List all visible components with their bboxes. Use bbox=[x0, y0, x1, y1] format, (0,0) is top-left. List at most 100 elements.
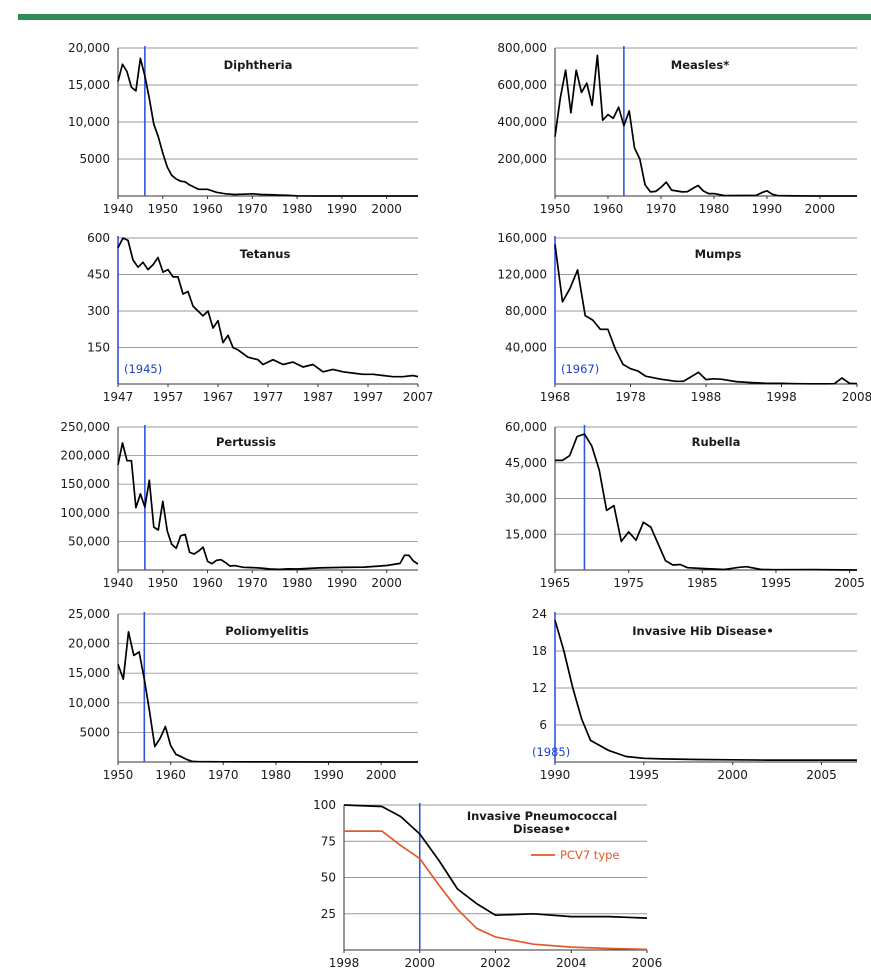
series-line-cases bbox=[554, 619, 857, 761]
x-tick-label: 1998 bbox=[329, 956, 360, 970]
chart-title-line2: Disease• bbox=[513, 822, 571, 836]
chart-measles: 200,000 400,000 600,000 800,000 1950 1960 1970… bbox=[497, 41, 857, 216]
x-tick-label: 1985 bbox=[687, 576, 718, 590]
chart-title: Tetanus bbox=[240, 247, 291, 261]
x-tick-label: 1990 bbox=[327, 576, 358, 590]
x-tick-label: 1957 bbox=[153, 390, 184, 404]
y-tick-label: 150 bbox=[87, 341, 110, 355]
x-tick-label: 2005 bbox=[834, 576, 865, 590]
x-tick-label: 1967 bbox=[203, 390, 234, 404]
chart-title: Mumps bbox=[695, 247, 742, 261]
x-tick-label: 2005 bbox=[806, 768, 837, 782]
y-tick-label: 50 bbox=[321, 871, 336, 885]
y-tick-label: 200,000 bbox=[60, 449, 110, 463]
header-accent-bar bbox=[18, 14, 871, 20]
x-tick-label: 1980 bbox=[699, 202, 730, 216]
x-tick-label: 1940 bbox=[103, 202, 134, 216]
series-line-cases bbox=[343, 804, 648, 919]
chart-title: Poliomyelitis bbox=[225, 624, 309, 638]
x-tick-label: 1988 bbox=[691, 390, 722, 404]
chart-title: Rubella bbox=[692, 435, 741, 449]
x-tick-label: 2007 bbox=[403, 390, 434, 404]
y-tick-label: 600 bbox=[87, 231, 110, 245]
x-tick-label: 1990 bbox=[540, 768, 571, 782]
chart-title: Pertussis bbox=[216, 435, 276, 449]
chart-tetanus: 150 300 450 600 1947 1957 1967 1977 1987 1997 2007… bbox=[87, 231, 433, 404]
y-tick-label: 15,000 bbox=[505, 527, 547, 541]
y-tick-label: 25 bbox=[321, 907, 336, 921]
x-tick-label: 1975 bbox=[613, 576, 644, 590]
chart-mumps: 40,000 80,000 120,000 160,000 1968 1978 1988 19… bbox=[497, 231, 871, 404]
y-tick-label: 200,000 bbox=[497, 152, 547, 166]
chart-hib: 6 12 18 24 1990 1995 2000 2005 Invasive Hib Dise… bbox=[532, 607, 857, 782]
y-tick-label: 80,000 bbox=[505, 304, 547, 318]
y-tick-label: 40,000 bbox=[505, 341, 547, 355]
introduction-year-annotation: (1967) bbox=[561, 362, 599, 376]
y-tick-label: 24 bbox=[532, 607, 547, 621]
x-tick-label: 1990 bbox=[752, 202, 783, 216]
x-tick-label: 1995 bbox=[629, 768, 660, 782]
x-tick-label: 2002 bbox=[480, 956, 511, 970]
y-tick-label: 50,000 bbox=[68, 534, 110, 548]
y-tick-label: 150,000 bbox=[60, 477, 110, 491]
x-tick-label: 2000 bbox=[371, 202, 402, 216]
x-tick-label: 1960 bbox=[593, 202, 624, 216]
chart-title: Invasive Hib Disease• bbox=[632, 624, 774, 638]
x-tick-label: 1968 bbox=[540, 390, 571, 404]
y-tick-label: 20,000 bbox=[68, 637, 110, 651]
x-tick-label: 1950 bbox=[148, 202, 179, 216]
x-tick-label: 1960 bbox=[192, 576, 223, 590]
y-tick-label: 10,000 bbox=[68, 696, 110, 710]
series-line-pcv7 bbox=[344, 830, 648, 951]
introduction-year-annotation: (1985) bbox=[532, 745, 570, 759]
x-tick-label: 2000 bbox=[366, 768, 397, 782]
x-tick-label: 1990 bbox=[313, 768, 344, 782]
x-tick-label: 1977 bbox=[253, 390, 284, 404]
x-tick-label: 1980 bbox=[261, 768, 292, 782]
legend-label: PCV7 type bbox=[560, 848, 620, 862]
x-tick-label: 1990 bbox=[327, 202, 358, 216]
chart-rubella: 15,000 30,000 45,000 60,000 1965 1975 1985 1995… bbox=[505, 420, 865, 590]
y-tick-label: 400,000 bbox=[497, 115, 547, 129]
chart-title: Diphtheria bbox=[224, 58, 293, 72]
x-tick-label: 2004 bbox=[556, 956, 587, 970]
y-tick-label: 20,000 bbox=[68, 41, 110, 55]
y-tick-label: 6 bbox=[539, 718, 547, 732]
y-tick-label: 100 bbox=[313, 798, 336, 812]
chart-pertussis: 50,000 100,000 150,000 200,000 250,000 1940 19… bbox=[60, 420, 419, 590]
x-tick-label: 1970 bbox=[237, 202, 268, 216]
y-tick-label: 120,000 bbox=[497, 268, 547, 282]
series-line-cases bbox=[554, 244, 858, 385]
y-tick-label: 30,000 bbox=[505, 492, 547, 506]
y-tick-label: 15,000 bbox=[68, 666, 110, 680]
y-tick-label: 300 bbox=[87, 304, 110, 318]
x-tick-label: 2000 bbox=[717, 768, 748, 782]
series-line-cases bbox=[117, 630, 418, 763]
y-tick-label: 250,000 bbox=[60, 420, 110, 434]
y-tick-label: 12 bbox=[532, 681, 547, 695]
series-line-cases bbox=[554, 54, 857, 197]
x-tick-label: 1987 bbox=[303, 390, 334, 404]
y-tick-label: 25,000 bbox=[68, 607, 110, 621]
y-tick-label: 5000 bbox=[79, 725, 110, 739]
y-tick-label: 18 bbox=[532, 644, 547, 658]
y-tick-label: 100,000 bbox=[60, 506, 110, 520]
chart-diphtheria: 5000 10,000 15,000 20,000 1940 1950 1960 1970 19… bbox=[68, 41, 418, 216]
y-tick-label: 45,000 bbox=[505, 456, 547, 470]
x-tick-label: 2000 bbox=[805, 202, 836, 216]
x-tick-label: 2008 bbox=[842, 390, 871, 404]
series-line-cases bbox=[117, 57, 418, 197]
series-line-cases bbox=[117, 442, 419, 571]
x-tick-label: 1978 bbox=[615, 390, 646, 404]
chart-title: Invasive Pneumococcal bbox=[467, 809, 617, 823]
chart-poliomyelitis: 5000 10,000 15,000 20,000 25,000 1950 1960 1970… bbox=[68, 607, 418, 782]
x-tick-label: 1980 bbox=[282, 576, 313, 590]
chart-title: Measles* bbox=[671, 58, 729, 72]
x-tick-label: 1997 bbox=[353, 390, 384, 404]
y-tick-label: 15,000 bbox=[68, 78, 110, 92]
x-tick-label: 2000 bbox=[371, 576, 402, 590]
y-tick-label: 160,000 bbox=[497, 231, 547, 245]
y-tick-label: 10,000 bbox=[68, 115, 110, 129]
series-line-cases bbox=[555, 433, 858, 571]
